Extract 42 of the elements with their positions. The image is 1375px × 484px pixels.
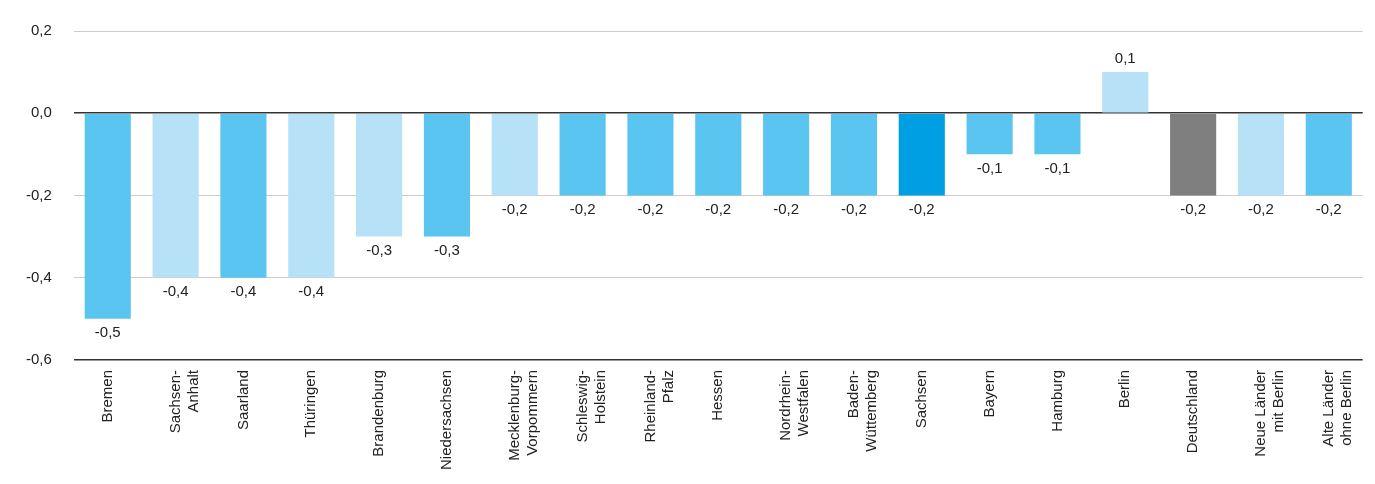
data-label: -0,2 — [773, 200, 800, 218]
x-tick-label: Hessen — [708, 369, 726, 421]
data-label: -0,5 — [94, 323, 121, 341]
x-tick-label: Nordrhein-Westfalen — [776, 369, 812, 441]
data-label: -0,2 — [841, 200, 867, 218]
x-tick-label: Berlin — [1115, 369, 1133, 409]
x-tick-label: Sachsen — [911, 369, 929, 429]
data-label: -0,2 — [637, 200, 664, 218]
x-tick-label: Bayern — [979, 369, 997, 418]
x-tick-label: Schleswig-Holstein — [572, 369, 608, 443]
data-label: -0,2 — [1315, 200, 1342, 218]
y-tick-label: -0,6 — [25, 350, 52, 368]
x-tick-label: Niedersachsen — [437, 369, 455, 471]
data-label: -0,2 — [1180, 200, 1207, 218]
data-label: -0,2 — [569, 200, 596, 218]
x-tick-label: Saarland — [233, 369, 251, 430]
y-tick-label: 0,2 — [30, 21, 52, 39]
x-tick-label: Mecklenburg-Vorpommern — [504, 369, 540, 461]
data-label: -0,2 — [705, 200, 732, 218]
data-label: -0,2 — [1248, 200, 1274, 218]
x-tick-label: Baden-Wüttemberg — [844, 369, 880, 452]
data-label: -0,4 — [230, 282, 257, 300]
data-label: -0,3 — [434, 241, 460, 259]
x-tick-label: Sachsen-Anhalt — [165, 369, 201, 434]
data-label: -0,2 — [908, 200, 935, 218]
y-tick-label: -0,4 — [25, 267, 52, 285]
y-tick-label: -0,2 — [25, 185, 52, 203]
x-tick-label: Deutschland — [1183, 369, 1201, 454]
x-tick-label: Brandenburg — [369, 369, 387, 457]
x-tick-label: Thüringen — [301, 369, 319, 438]
data-label: -0,3 — [366, 241, 393, 259]
x-tick-label: Neue Länder mit Berlin — [1251, 369, 1287, 457]
y-tick-label: 0,0 — [30, 103, 52, 121]
data-label: -0,4 — [298, 282, 325, 300]
x-tick-label: Bremen — [97, 369, 115, 423]
x-tick-label: Hamburg — [1047, 369, 1065, 432]
data-label: -0,1 — [1044, 158, 1071, 176]
data-label: -0,2 — [501, 200, 528, 218]
data-label: -0,1 — [976, 158, 1003, 176]
data-label: 0,1 — [1114, 48, 1136, 66]
data-label: -0,4 — [162, 282, 189, 300]
x-tick-label: Rheinland-Pfalz — [640, 369, 676, 443]
